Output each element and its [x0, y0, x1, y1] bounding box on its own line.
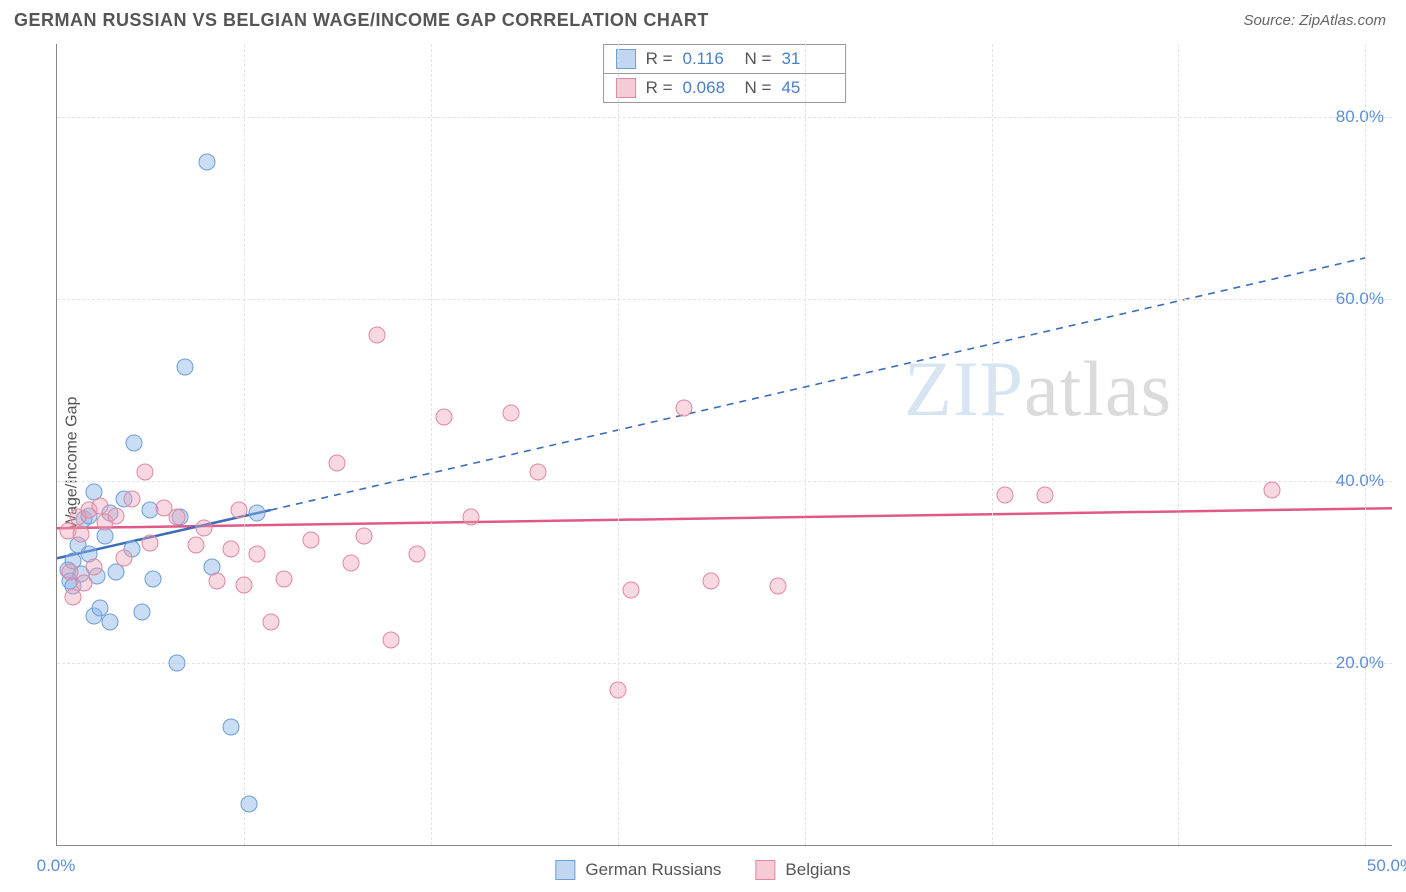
chart-container: Wage/Income Gap ZIPatlas R = 0.116 N = 3… [14, 44, 1392, 882]
gridline-v [805, 44, 806, 845]
r-label: R = [646, 78, 673, 98]
data-point-german_russians [177, 359, 194, 376]
data-point-belgians [75, 574, 92, 591]
data-point-german_russians [249, 504, 266, 521]
y-tick-label: 40.0% [1336, 471, 1384, 491]
data-point-belgians [275, 571, 292, 588]
data-point-belgians [230, 502, 247, 519]
n-label: N = [745, 78, 772, 98]
gridline-h [57, 117, 1392, 118]
data-point-belgians [996, 486, 1013, 503]
y-tick-label: 80.0% [1336, 107, 1384, 127]
data-point-belgians [86, 559, 103, 576]
data-point-belgians [676, 400, 693, 417]
data-point-belgians [222, 541, 239, 558]
watermark: ZIPatlas [904, 344, 1172, 434]
data-point-belgians [342, 554, 359, 571]
gridline-v [244, 44, 245, 845]
data-point-german_russians [126, 434, 143, 451]
trend-lines-layer [57, 44, 1392, 845]
data-point-belgians [1036, 486, 1053, 503]
gridline-v [1178, 44, 1179, 845]
data-point-belgians [137, 463, 154, 480]
gridline-h [57, 299, 1392, 300]
legend-item-german-russians: German Russians [555, 860, 721, 880]
data-point-german_russians [241, 796, 258, 813]
x-tick-label: 0.0% [37, 856, 76, 876]
data-point-belgians [436, 409, 453, 426]
r-value-blue: 0.116 [683, 49, 735, 69]
gridline-v [992, 44, 993, 845]
data-point-belgians [609, 682, 626, 699]
data-point-belgians [623, 582, 640, 599]
r-value-pink: 0.068 [683, 78, 735, 98]
legend-label-blue: German Russians [585, 860, 721, 880]
data-point-belgians [235, 576, 252, 593]
plot-area: ZIPatlas R = 0.116 N = 31 R = 0.068 N = … [56, 44, 1392, 846]
data-point-belgians [369, 327, 386, 344]
gridline-v [431, 44, 432, 845]
data-point-belgians [115, 550, 132, 567]
data-point-belgians [73, 525, 90, 542]
stats-row-german-russians: R = 0.116 N = 31 [604, 45, 846, 73]
legend-swatch-blue [555, 860, 575, 880]
data-point-german_russians [102, 614, 119, 631]
data-point-german_russians [198, 154, 215, 171]
gridline-h [57, 663, 1392, 664]
legend-item-belgians: Belgians [755, 860, 850, 880]
gridline-v [1365, 44, 1366, 845]
y-tick-label: 60.0% [1336, 289, 1384, 309]
data-point-belgians [502, 404, 519, 421]
data-point-belgians [409, 545, 426, 562]
n-value-pink: 45 [781, 78, 833, 98]
legend-label-pink: Belgians [785, 860, 850, 880]
source-attribution: Source: ZipAtlas.com [1243, 12, 1386, 29]
data-point-german_russians [169, 654, 186, 671]
n-label: N = [745, 49, 772, 69]
stats-box: R = 0.116 N = 31 R = 0.068 N = 45 [603, 44, 847, 103]
data-point-belgians [302, 532, 319, 549]
data-point-belgians [529, 463, 546, 480]
data-point-belgians [356, 527, 373, 544]
data-point-belgians [142, 534, 159, 551]
chart-title: GERMAN RUSSIAN VS BELGIAN WAGE/INCOME GA… [14, 10, 709, 31]
data-point-belgians [91, 498, 108, 515]
data-point-belgians [209, 573, 226, 590]
x-tick-label: 50.0% [1367, 856, 1406, 876]
data-point-german_russians [134, 603, 151, 620]
data-point-belgians [169, 509, 186, 526]
data-point-belgians [195, 520, 212, 537]
r-label: R = [646, 49, 673, 69]
legend-swatch-pink [755, 860, 775, 880]
n-value-blue: 31 [781, 49, 833, 69]
gridline-v [618, 44, 619, 845]
data-point-belgians [703, 573, 720, 590]
data-point-belgians [329, 454, 346, 471]
data-point-belgians [462, 509, 479, 526]
legend: German Russians Belgians [555, 860, 850, 880]
data-point-belgians [107, 507, 124, 524]
data-point-belgians [769, 577, 786, 594]
data-point-german_russians [145, 571, 162, 588]
gridline-h [57, 481, 1392, 482]
data-point-german_russians [222, 718, 239, 735]
stats-row-belgians: R = 0.068 N = 45 [604, 73, 846, 102]
data-point-belgians [249, 545, 266, 562]
data-point-belgians [123, 491, 140, 508]
data-point-belgians [382, 632, 399, 649]
data-point-belgians [262, 614, 279, 631]
data-point-belgians [65, 589, 82, 606]
data-point-belgians [1263, 482, 1280, 499]
data-point-belgians [187, 536, 204, 553]
y-tick-label: 20.0% [1336, 653, 1384, 673]
